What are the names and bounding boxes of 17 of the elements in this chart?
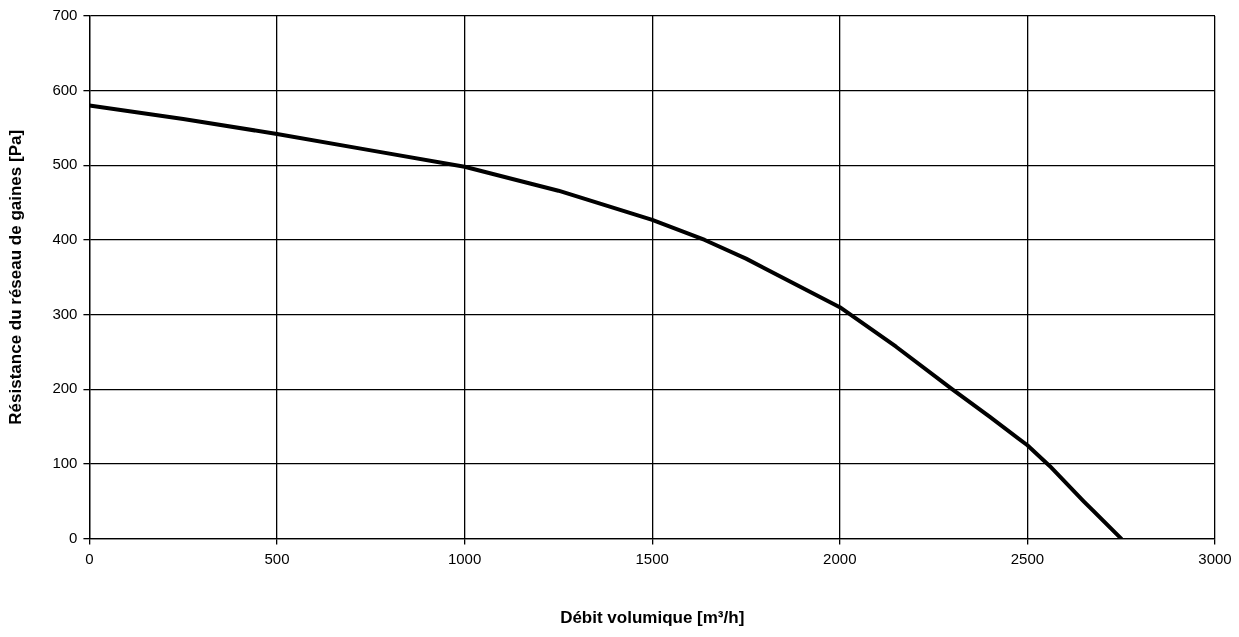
y-tick-label: 700 — [52, 6, 78, 24]
y-tick-label: 500 — [52, 155, 78, 173]
y-tick-label: 200 — [52, 379, 78, 397]
x-tick-label: 1500 — [635, 549, 669, 567]
x-tick-label: 1000 — [447, 549, 482, 567]
x-tick-label: 2500 — [1010, 549, 1045, 567]
y-tick-label: 300 — [52, 304, 78, 322]
y-tick-label: 100 — [52, 454, 78, 472]
y-tick-label: 0 — [69, 528, 78, 546]
x-tick-label: 2000 — [823, 549, 857, 567]
x-axis-title: Débit volumique [m³/h] — [560, 608, 745, 628]
y-axis-title: Résistance du réseau de gaines [Pa] — [5, 129, 25, 425]
x-tick-label: 3000 — [1198, 549, 1232, 567]
x-tick-label: 500 — [264, 549, 290, 567]
x-tick-label: 0 — [85, 549, 94, 567]
y-tick-label: 400 — [52, 230, 78, 248]
y-tick-label: 600 — [52, 80, 78, 98]
